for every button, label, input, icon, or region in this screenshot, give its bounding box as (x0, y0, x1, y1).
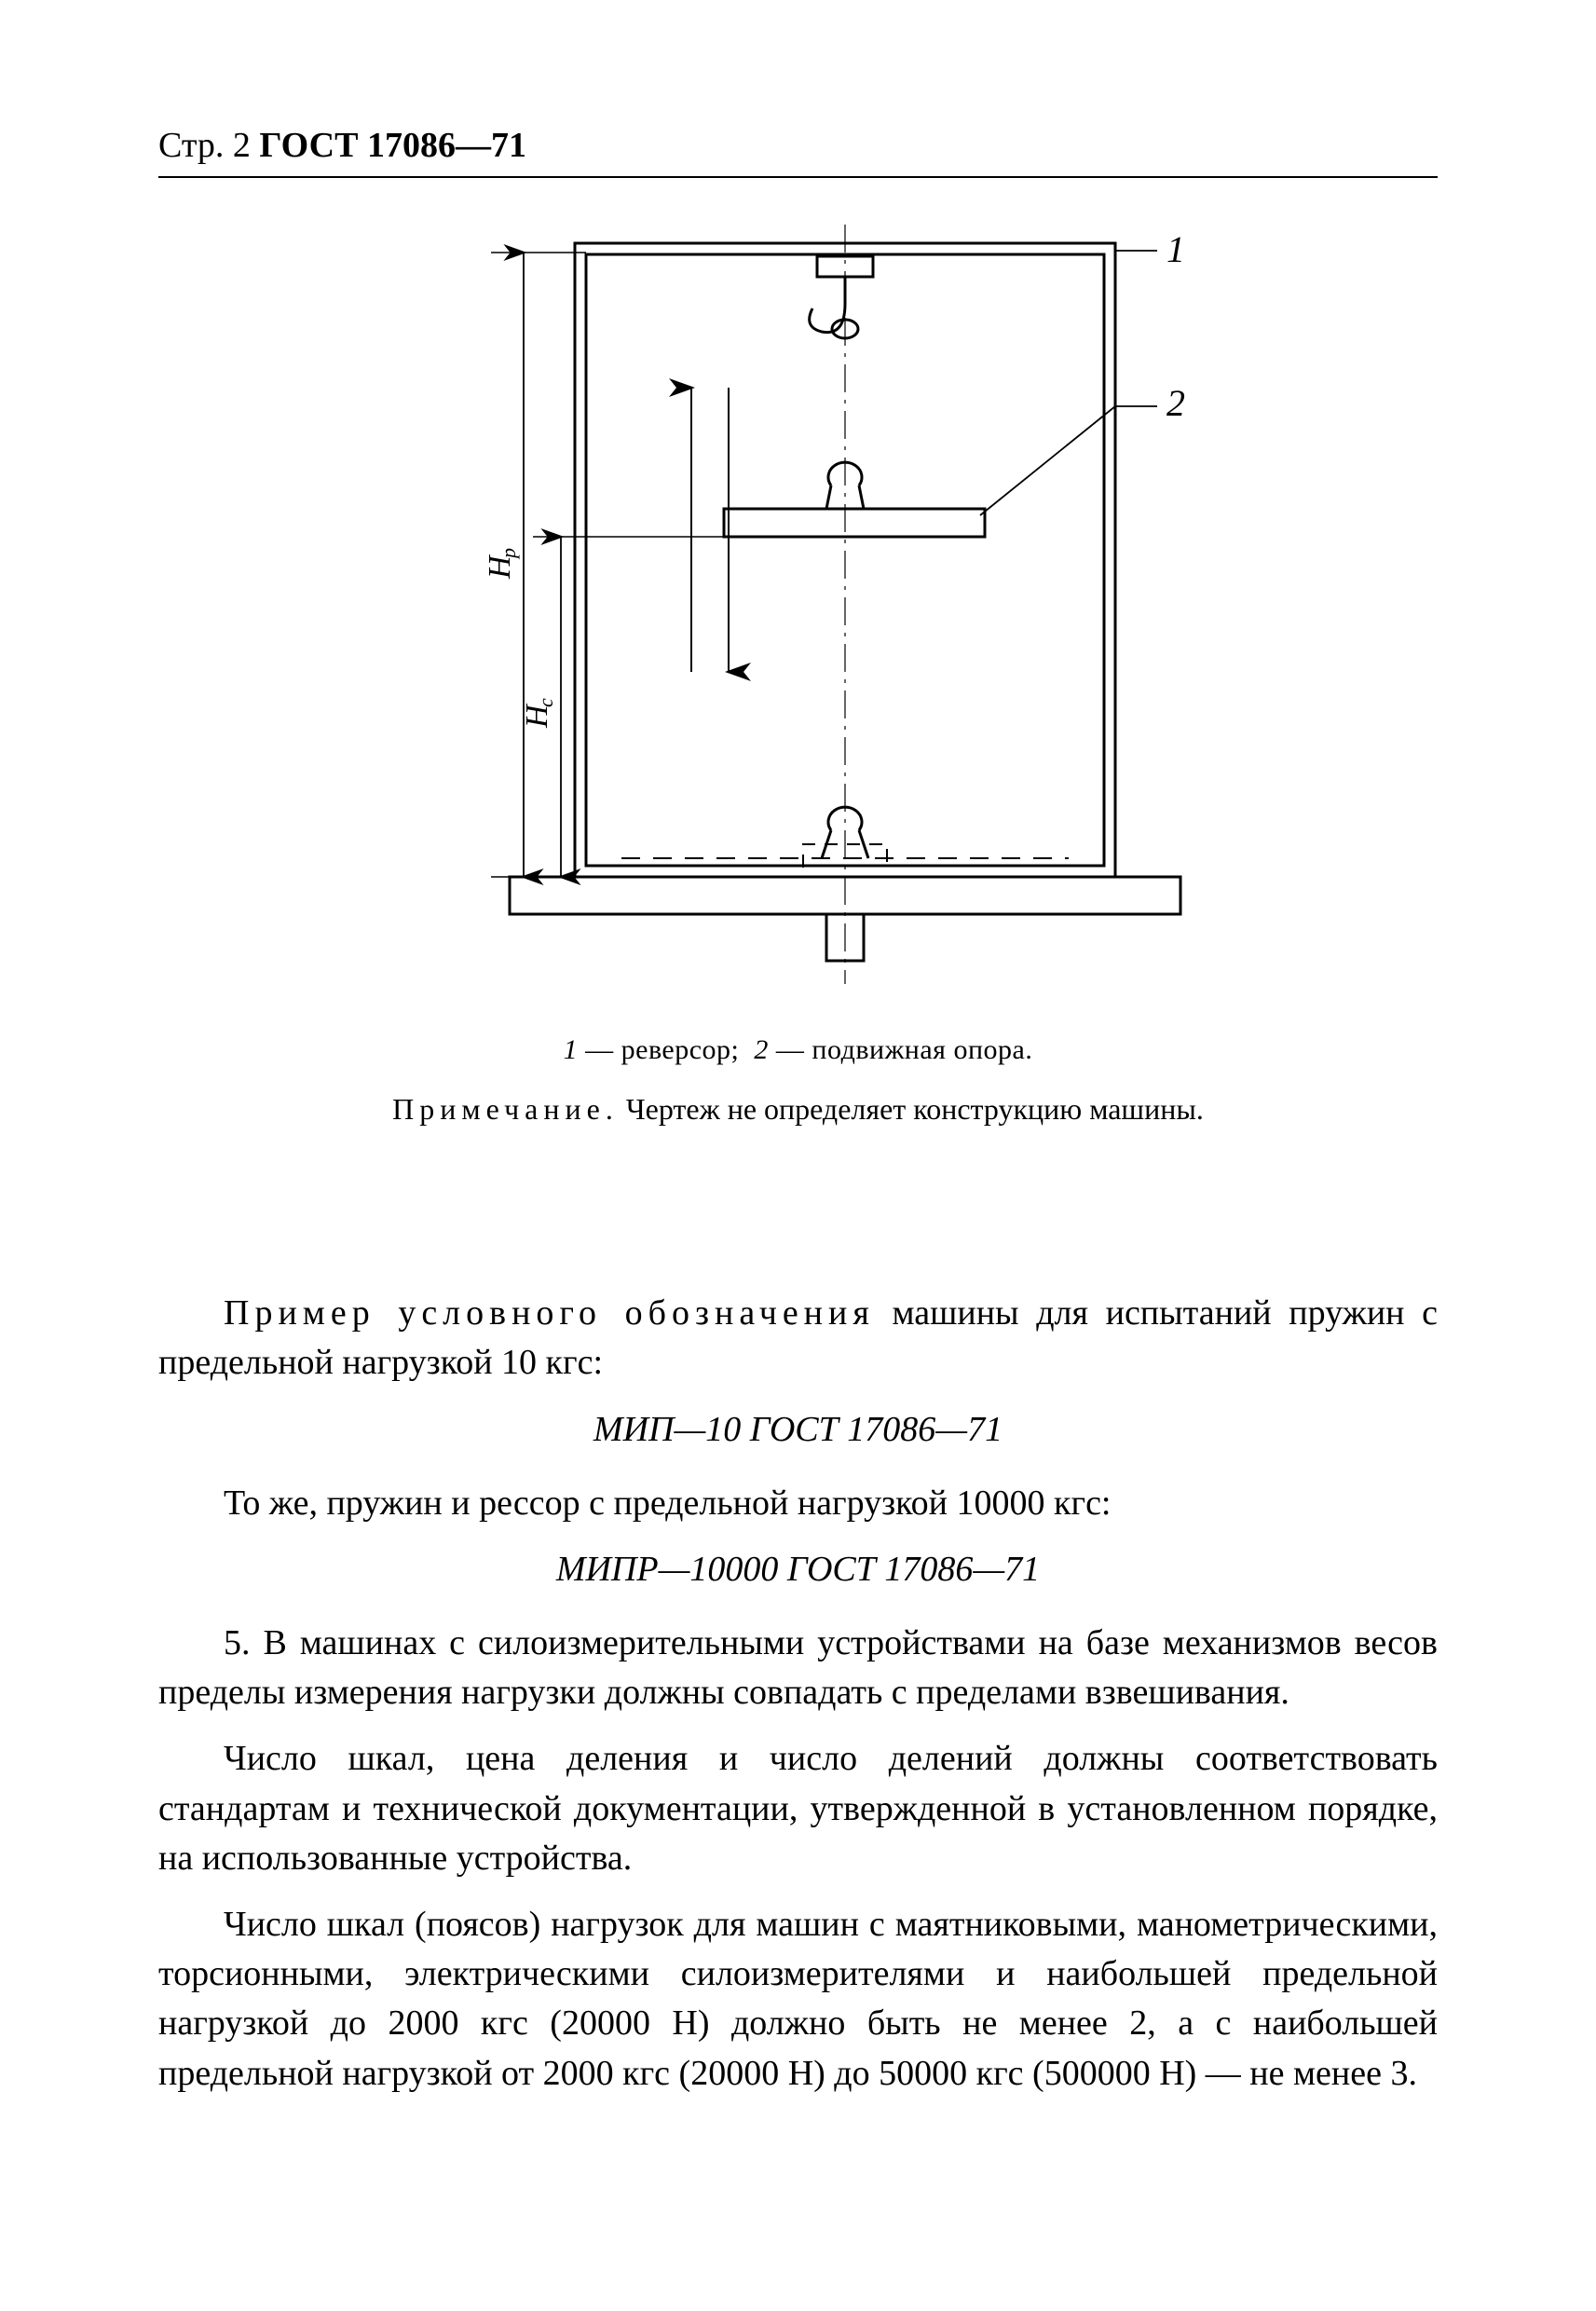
designation-1: МИП—10 ГОСТ 17086—71 (158, 1405, 1438, 1455)
svg-text:2: 2 (1166, 382, 1185, 424)
para-2: То же, пружин и рессор с предельной нагр… (158, 1479, 1438, 1528)
diagram-legend: 1 — реверсор; 2 — подвижная опора. (158, 1031, 1438, 1070)
page-number: Стр. 2 (158, 126, 251, 165)
note-text: Чертеж не определяет конструкцию машины. (626, 1092, 1204, 1126)
technical-diagram: H р H с 1 2 (379, 225, 1218, 989)
standard-code: ГОСТ 17086—71 (259, 126, 526, 165)
note-label: Примечание. (392, 1092, 619, 1126)
page: Стр. 2 ГОСТ 17086—71 (0, 0, 1596, 2311)
svg-text:с: с (534, 698, 557, 707)
para1-lead: Пример условного обозначения (224, 1293, 875, 1333)
para-example-lead: Пример условного обозначения машины для … (158, 1289, 1438, 1388)
designation-2: МИПР—10000 ГОСТ 17086—71 (158, 1545, 1438, 1594)
diagram-note: Примечание. Чертеж не определяет констру… (158, 1088, 1438, 1130)
para-4: Число шкал, цена деления и число делений… (158, 1734, 1438, 1883)
svg-text:1: 1 (1166, 228, 1185, 270)
page-header: Стр. 2 ГОСТ 17086—71 (158, 121, 1438, 178)
legend-1: реверсор; (621, 1034, 740, 1065)
para-3: 5. В машинах с силоизмерительными устрой… (158, 1619, 1438, 1717)
para-5: Число шкал (поясов) нагрузок для машин с… (158, 1900, 1438, 2099)
body-text: Пример условного обозначения машины для … (158, 1289, 1438, 2099)
diagram-block: H р H с 1 2 1 — реверсор; 2 — подвижная … (158, 225, 1438, 1130)
svg-text:р: р (497, 548, 520, 560)
legend-2: подвижная опора. (812, 1034, 1032, 1065)
